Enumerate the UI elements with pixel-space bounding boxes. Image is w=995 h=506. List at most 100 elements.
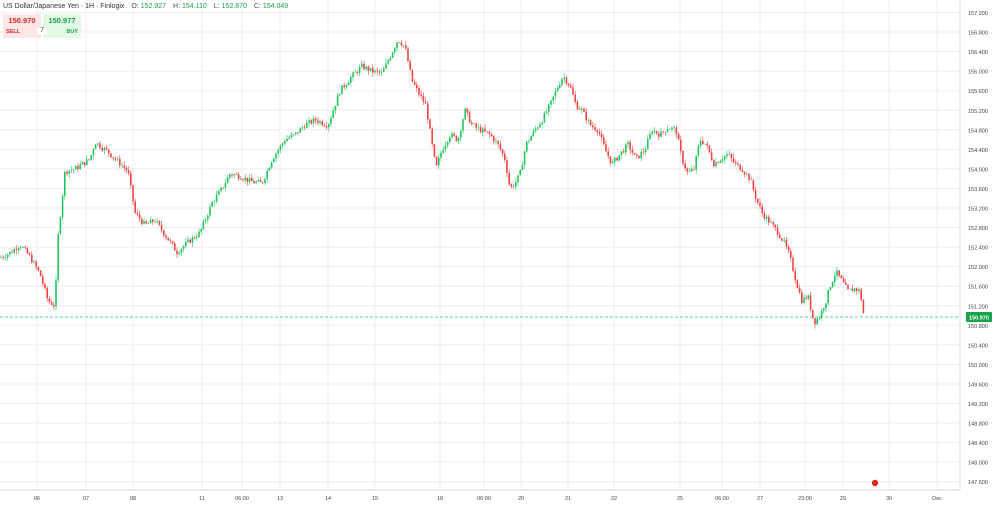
candle-body <box>433 144 436 157</box>
candle-body <box>825 303 827 309</box>
y-tick-label: 156.000 <box>968 70 988 76</box>
candle <box>719 159 722 164</box>
candle <box>185 237 187 248</box>
candle <box>851 284 854 292</box>
candle <box>400 39 403 47</box>
candle <box>387 58 389 66</box>
candle-body <box>554 91 557 97</box>
candle-body <box>746 173 748 175</box>
candle-body <box>138 214 141 219</box>
candle <box>145 220 147 225</box>
candle-body <box>209 206 211 216</box>
candle-body <box>785 239 788 247</box>
candle <box>292 133 295 137</box>
candle-body <box>451 133 453 138</box>
candle-body <box>660 131 662 137</box>
candle-body <box>620 151 623 156</box>
candle <box>207 213 209 224</box>
candle-body <box>259 180 262 183</box>
candle <box>561 78 563 87</box>
candle <box>651 129 653 137</box>
candle-body <box>497 140 499 144</box>
candle <box>103 146 106 155</box>
candle <box>556 85 559 93</box>
candle <box>383 66 385 73</box>
candle <box>248 174 251 186</box>
candle <box>741 166 744 173</box>
candle <box>378 69 381 77</box>
candle-body <box>37 266 40 271</box>
candle-body <box>220 187 222 192</box>
quantity-input[interactable]: 7 <box>37 28 47 34</box>
candle-body <box>407 48 409 62</box>
candle-body <box>143 221 145 224</box>
candle-body <box>684 163 686 169</box>
candle-body <box>790 250 792 258</box>
candle-body <box>479 127 482 133</box>
candle <box>486 131 488 134</box>
candle <box>112 157 114 161</box>
candle <box>853 287 856 294</box>
candle <box>396 41 398 52</box>
candle <box>620 151 623 160</box>
y-tick-label: 157.200 <box>968 11 988 17</box>
candle <box>264 177 266 186</box>
open-value: 152.927 <box>140 3 167 10</box>
candle <box>640 148 642 162</box>
sell-button[interactable]: 150.970 SELL <box>3 14 41 38</box>
candle <box>642 148 645 156</box>
candle <box>70 166 73 174</box>
candle <box>858 287 860 295</box>
candle-body <box>473 123 475 125</box>
candle-body <box>761 206 763 214</box>
candle-body <box>457 137 460 141</box>
candle-body <box>226 177 229 184</box>
candle <box>831 281 834 288</box>
candle <box>222 187 224 190</box>
candle-body <box>365 66 367 70</box>
candle-body <box>858 289 860 291</box>
candle <box>611 158 614 164</box>
candle-body <box>607 151 609 157</box>
candle <box>22 246 24 249</box>
y-tick-label: 151.600 <box>968 285 988 291</box>
candle <box>464 107 466 121</box>
candle-body <box>389 57 392 61</box>
candle-body <box>625 144 627 153</box>
candle <box>845 278 847 285</box>
candle-body <box>435 156 438 166</box>
candle <box>570 83 572 89</box>
candle-body <box>424 101 427 104</box>
candle <box>251 174 253 182</box>
candle <box>299 126 301 134</box>
candle-body <box>508 173 510 185</box>
candle <box>576 99 579 110</box>
candle-body <box>570 85 572 88</box>
candle-body <box>70 170 73 171</box>
candle-body <box>380 72 383 73</box>
y-tick-label: 156.400 <box>968 50 988 56</box>
candle-body <box>484 128 486 132</box>
buy-button[interactable]: 150.977 BUY <box>43 14 81 38</box>
candle-body <box>176 250 178 255</box>
candle <box>88 159 90 162</box>
y-tick-label: 151.200 <box>968 304 988 310</box>
candle-body <box>765 216 768 219</box>
y-tick-label: 152.000 <box>968 265 988 271</box>
candle-body <box>442 149 444 153</box>
candle-body <box>200 229 202 232</box>
candle-body <box>600 133 603 138</box>
candle <box>35 259 37 271</box>
candle <box>191 234 194 248</box>
candle-body <box>33 261 35 263</box>
candle <box>537 126 539 131</box>
candle <box>653 127 656 135</box>
candle <box>567 83 570 88</box>
candle-body <box>31 254 33 263</box>
candle <box>328 123 330 132</box>
candle-body <box>222 187 224 189</box>
candle-body <box>402 45 405 46</box>
candle-body <box>17 248 20 251</box>
